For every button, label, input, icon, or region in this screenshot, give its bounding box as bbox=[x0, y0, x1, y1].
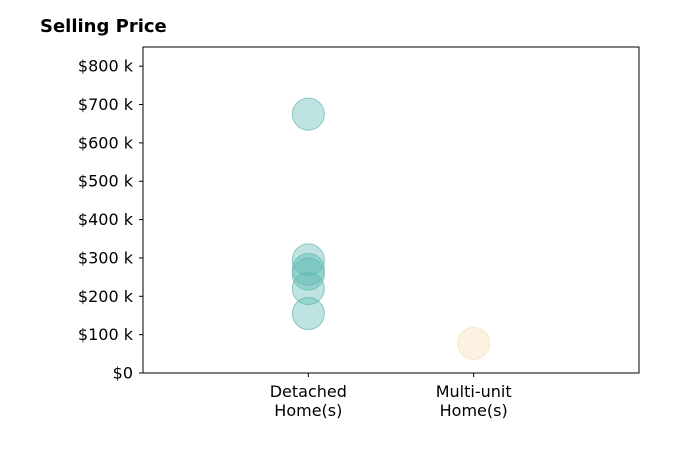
y-tick-label: $200 k bbox=[78, 287, 134, 306]
data-point bbox=[291, 243, 325, 277]
data-point bbox=[291, 297, 325, 331]
data-point bbox=[457, 326, 491, 360]
data-point bbox=[291, 272, 325, 306]
data-point bbox=[291, 252, 325, 286]
y-tick-label: $500 k bbox=[78, 172, 134, 191]
y-tick-label: $800 k bbox=[78, 57, 134, 76]
data-point bbox=[291, 97, 325, 131]
plot-frame bbox=[142, 46, 640, 374]
x-tick-label: Multi-unit Home(s) bbox=[436, 382, 512, 420]
data-point bbox=[291, 257, 325, 291]
y-tick-label: $600 k bbox=[78, 133, 134, 152]
y-tick-label: $300 k bbox=[78, 248, 134, 267]
y-tick-label: $400 k bbox=[78, 210, 134, 229]
y-tick-label: $0 bbox=[113, 364, 133, 383]
x-tick-label: Detached Home(s) bbox=[270, 382, 347, 420]
chart-title: Selling Price bbox=[40, 16, 167, 37]
y-tick-label: $100 k bbox=[78, 325, 134, 344]
y-tick-label: $700 k bbox=[78, 95, 134, 114]
